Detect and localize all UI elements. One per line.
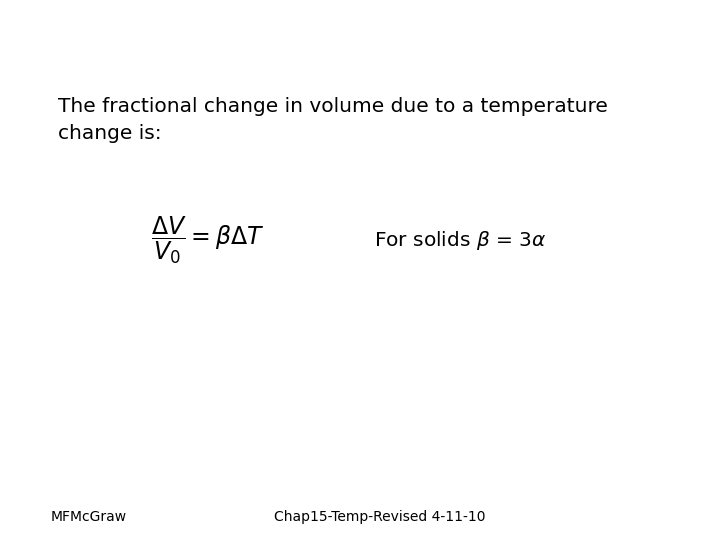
Text: $\dfrac{\Delta V}{V_0} = \beta \Delta T$: $\dfrac{\Delta V}{V_0} = \beta \Delta T$	[151, 214, 265, 266]
Text: MFMcGraw: MFMcGraw	[50, 510, 127, 524]
Text: The fractional change in volume due to a temperature
change is:: The fractional change in volume due to a…	[58, 97, 608, 143]
Text: For solids $\beta$ = 3$\alpha$: For solids $\beta$ = 3$\alpha$	[374, 229, 547, 252]
Text: Chap15-Temp-Revised 4-11-10: Chap15-Temp-Revised 4-11-10	[274, 510, 485, 524]
